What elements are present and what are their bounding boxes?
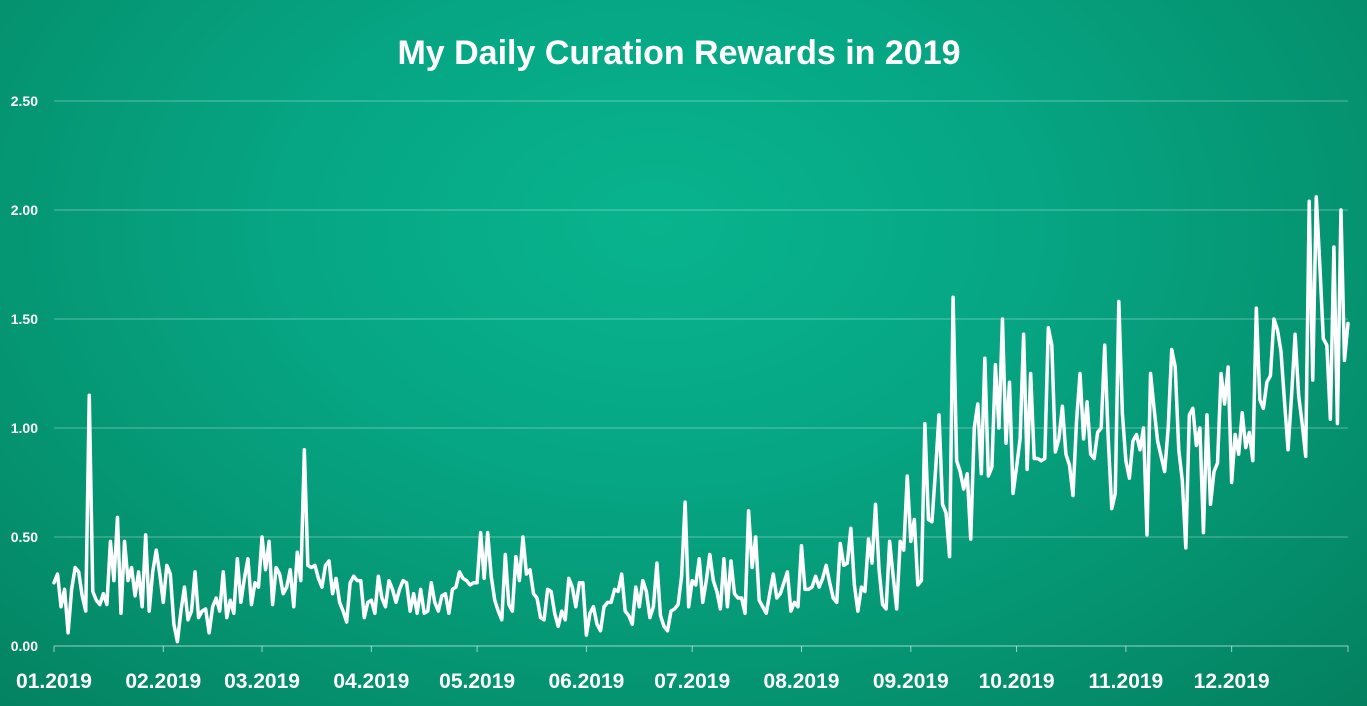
x-tick-label: 08.2019: [764, 670, 840, 693]
x-tick-label: 12.2019: [1194, 670, 1270, 693]
y-tick-label: 2.00: [11, 202, 38, 218]
x-tick-label: 01.2019: [16, 670, 92, 693]
grid: [54, 100, 1348, 647]
y-tick-label: 1.50: [11, 311, 38, 327]
x-tick-label: 02.2019: [125, 670, 201, 693]
x-tick-label: 07.2019: [654, 670, 730, 693]
x-tick-label: 06.2019: [548, 670, 624, 693]
series-line: [52, 195, 1350, 644]
x-tick-label: 09.2019: [873, 670, 949, 693]
x-tick-label: 04.2019: [333, 670, 409, 693]
x-tick-label: 03.2019: [224, 670, 300, 693]
y-tick-label: 0.50: [11, 529, 38, 545]
y-tick-label: 2.50: [11, 93, 38, 109]
y-axis-ticks: 0.00 0.50 1.00 1.50 2.00 2.50: [11, 93, 38, 654]
x-tick-label: 05.2019: [439, 670, 515, 693]
y-tick-label: 1.00: [11, 420, 38, 436]
chart-title: My Daily Curation Rewards in 2019: [397, 34, 960, 72]
x-tick-label: 11.2019: [1088, 670, 1163, 693]
y-tick-label: 0.00: [11, 638, 38, 654]
x-axis-ticks: 01.2019 02.2019 03.2019 04.2019 05.2019 06.20…: [16, 646, 1349, 693]
x-tick-label: 10.2019: [979, 670, 1055, 693]
